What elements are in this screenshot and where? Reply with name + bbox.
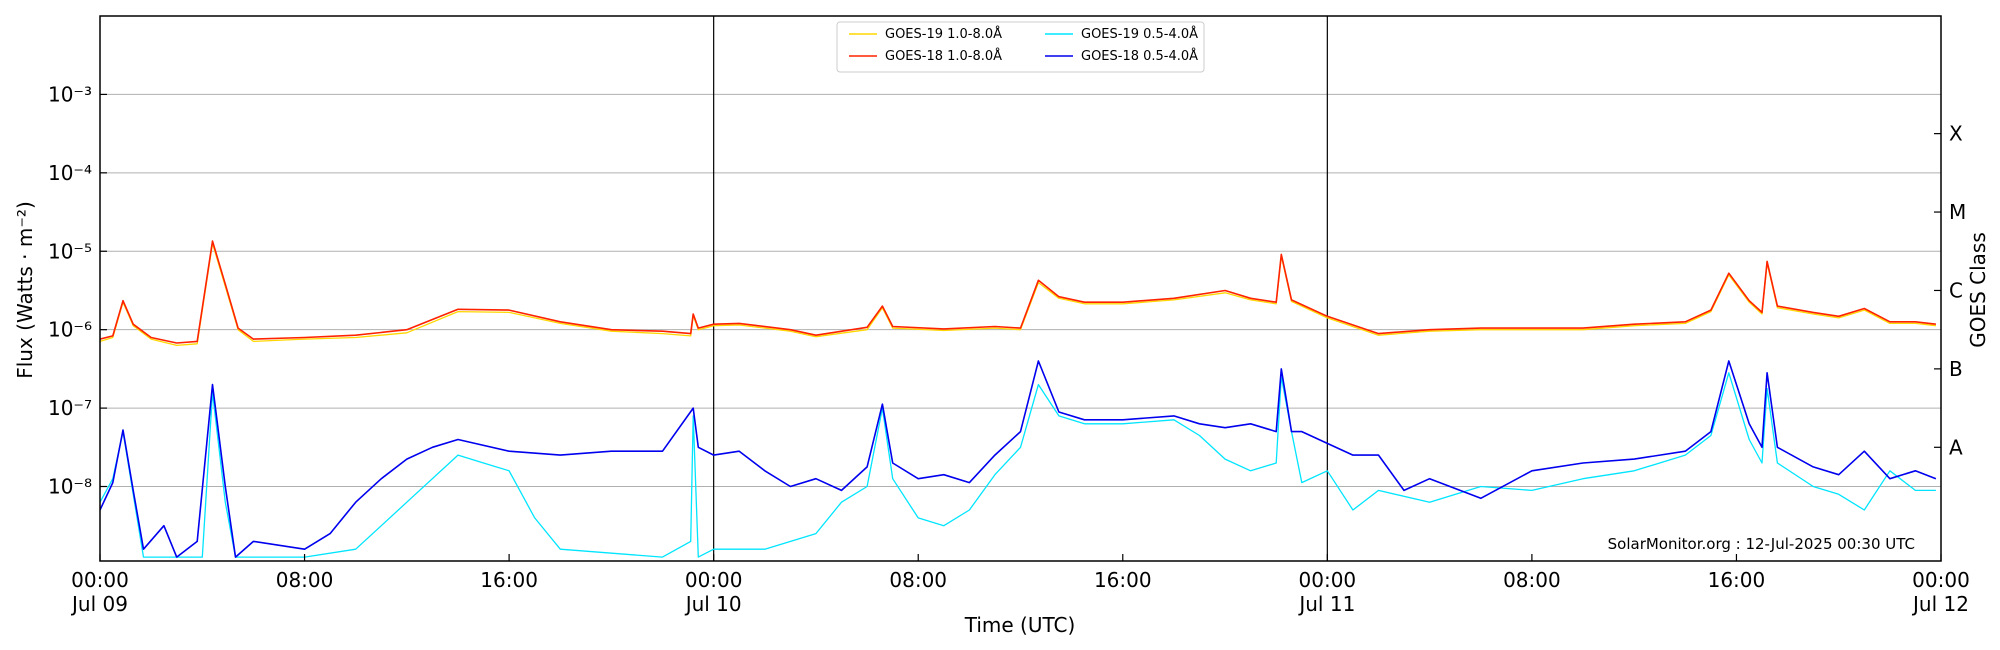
- series-line-3: [100, 360, 1937, 558]
- x-tick-time-0: 00:00: [71, 568, 129, 592]
- plot-frame: [99, 15, 1942, 562]
- plot-background: [100, 16, 1941, 561]
- x-tick-time-3: 00:00: [685, 568, 743, 592]
- class-tick-label-a: A: [1949, 435, 1963, 459]
- series-line-1: [100, 240, 1936, 344]
- series-line-2: [100, 372, 1936, 558]
- y-tick-label-4: 10⁻⁴: [48, 161, 92, 185]
- x-tick-time-2: 16:00: [480, 568, 538, 592]
- y-tick-label-2: 10⁻⁶: [48, 318, 92, 342]
- x-tick-date-0: Jul 09: [70, 592, 128, 616]
- x-tick-date-9: Jul 12: [1911, 592, 1969, 616]
- x-tick-date-3: Jul 10: [684, 592, 742, 616]
- legend-label-1: GOES-18 1.0-8.0Å: [885, 48, 1002, 64]
- footer-credit: SolarMonitor.org : 12-Jul-2025 00:30 UTC: [1608, 535, 1915, 553]
- y-tick-label-5: 10⁻³: [48, 82, 92, 106]
- x-tick-time-8: 16:00: [1708, 568, 1766, 592]
- x-axis-title: Time (UTC): [964, 613, 1076, 637]
- x-tick-time-9: 00:00: [1912, 568, 1970, 592]
- legend: GOES-19 1.0-8.0Å GOES-18 1.0-8.0Å GOES-19 …: [836, 21, 1205, 73]
- right-axis-title: GOES Class: [1966, 232, 1990, 348]
- legend-label-2: GOES-19 0.5-4.0Å: [1081, 26, 1198, 42]
- x-tick-time-7: 08:00: [1503, 568, 1561, 592]
- class-tick-label-b: B: [1949, 357, 1963, 381]
- class-tick-label-c: C: [1949, 278, 1963, 302]
- goes-class-ticks: A B C M X: [1934, 122, 1966, 459]
- x-tick-time-5: 16:00: [1094, 568, 1152, 592]
- class-tick-label-m: M: [1949, 200, 1966, 224]
- x-tick-time-1: 08:00: [276, 568, 334, 592]
- legend-label-0: GOES-19 1.0-8.0Å: [885, 26, 1002, 42]
- x-tick-time-6: 00:00: [1299, 568, 1357, 592]
- legend-box: [836, 21, 1205, 73]
- y-axis-ticks: 10⁻⁸ 10⁻⁷ 10⁻⁶ 10⁻⁵ 10⁻⁴ 10⁻³: [48, 82, 107, 499]
- y-axis-title: Flux (Watts · m⁻²): [13, 201, 37, 379]
- y-tick-label-0: 10⁻⁸: [48, 475, 92, 499]
- series-lines: [100, 240, 1937, 558]
- y-tick-label-1: 10⁻⁷: [48, 396, 92, 420]
- y-tick-label-3: 10⁻⁵: [48, 239, 92, 263]
- legend-label-3: GOES-18 0.5-4.0Å: [1081, 48, 1198, 64]
- x-tick-time-4: 08:00: [889, 568, 947, 592]
- class-tick-label-x: X: [1949, 122, 1963, 146]
- x-tick-date-6: Jul 11: [1297, 592, 1355, 616]
